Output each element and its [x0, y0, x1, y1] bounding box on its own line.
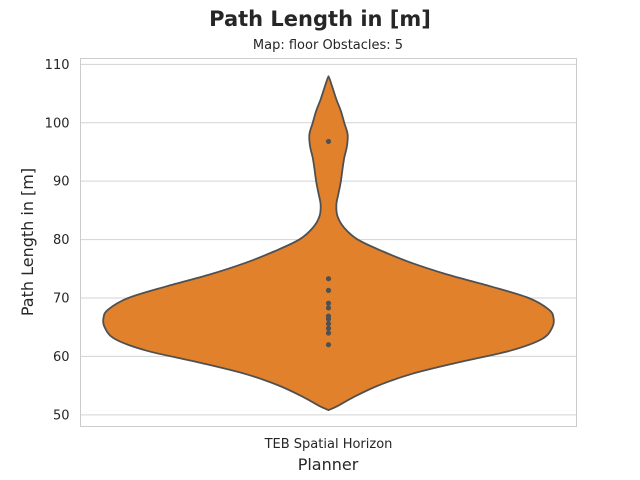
data-point-2 — [325, 325, 332, 331]
data-point-5 — [325, 313, 332, 319]
y-tick-label-110: 110 — [45, 58, 70, 73]
y-tick-label-60: 60 — [53, 350, 70, 365]
x-tick-label-0: TEB Spatial Horizon — [264, 437, 393, 452]
y-tick-label-100: 100 — [45, 116, 70, 131]
y-tick-label-80: 80 — [53, 233, 70, 248]
data-point-3 — [325, 321, 332, 327]
data-point-1 — [325, 330, 332, 336]
y-tick-label-50: 50 — [53, 408, 70, 423]
data-point-0 — [325, 342, 332, 348]
y-tick-labels: 50 60 70 80 90 100 110 — [45, 58, 70, 423]
y-tick-label-90: 90 — [53, 175, 70, 190]
x-axis-label: Planner — [298, 455, 359, 474]
data-point-7 — [325, 300, 332, 306]
chart-title: Path Length in [m] — [209, 7, 431, 31]
y-tick-label-70: 70 — [53, 291, 70, 306]
plot-frame — [80, 58, 577, 427]
data-point-10 — [325, 138, 332, 145]
violin-body-0 — [102, 75, 555, 412]
data-point-6 — [325, 305, 332, 311]
x-tick-labels: TEB Spatial Horizon — [264, 437, 393, 452]
data-point-8 — [325, 287, 332, 293]
y-axis-label: Path Length in [m] — [18, 168, 37, 316]
data-point-9 — [325, 276, 332, 282]
chart-subtitle: Map: floor Obstacles: 5 — [253, 38, 403, 53]
violin-layer — [102, 75, 555, 412]
points-layer — [325, 138, 332, 348]
